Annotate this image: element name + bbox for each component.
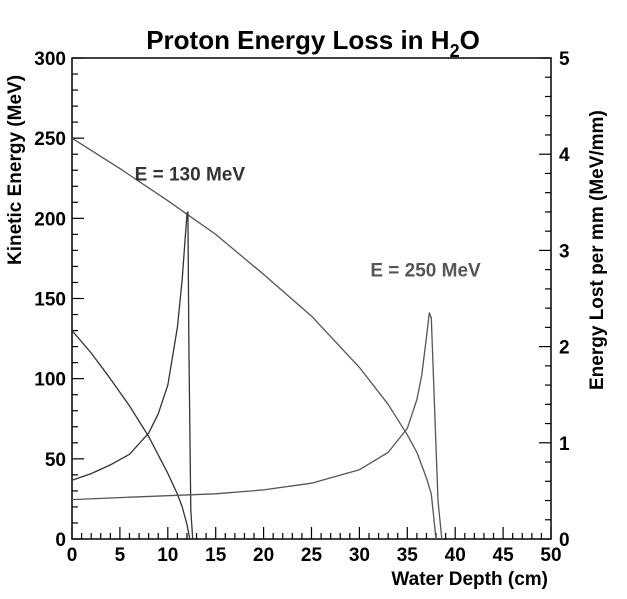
chart-title: Proton Energy Loss in H2O	[146, 25, 480, 61]
series-line-3	[71, 211, 194, 540]
y-right-tick-label: 2	[559, 338, 570, 359]
y-left-tick-label: 300	[34, 49, 66, 70]
annotation-2: E = 250 MeV	[370, 261, 481, 282]
y-right-axis-label: Energy Lost per mm (MeV/mm)	[587, 110, 608, 390]
series-line-4	[71, 312, 443, 540]
x-tick-label: 40	[445, 545, 466, 566]
x-tick-label: 20	[253, 545, 274, 566]
y-right-tick-label: 5	[559, 49, 570, 70]
x-tick-label: 0	[67, 545, 78, 566]
x-tick-label: 50	[540, 545, 561, 566]
series-line-1	[71, 330, 191, 540]
x-tick-label: 25	[301, 545, 323, 566]
y-right-tick-label: 1	[559, 434, 570, 455]
y-right-tick-label: 4	[559, 145, 570, 166]
x-tick-label: 5	[115, 545, 126, 566]
y-left-axis: 0 50 100 150 200 250 300	[34, 49, 84, 551]
x-tick-label: 10	[157, 545, 178, 566]
x-tick-label: 35	[397, 545, 419, 566]
y-left-tick-label: 0	[55, 530, 66, 551]
y-right-tick-label: 0	[559, 530, 570, 551]
y-left-tick-label: 100	[34, 370, 66, 391]
x-axis-label: Water Depth (cm)	[391, 569, 548, 590]
plot-frame	[71, 57, 552, 540]
y-left-tick-label: 200	[34, 209, 66, 230]
x-tick-label: 30	[349, 545, 370, 566]
series-layer	[71, 137, 443, 540]
y-left-tick-label: 50	[45, 450, 66, 471]
y-left-axis-label: Kinetic Energy (MeV)	[5, 75, 26, 265]
y-right-tick-label: 3	[559, 241, 570, 262]
annotation-1: E = 130 MeV	[135, 164, 246, 185]
series-line-2	[71, 137, 437, 540]
y-right-axis: 0 1 2 3 4 5	[539, 49, 570, 551]
y-left-tick-label: 250	[34, 129, 66, 150]
y-left-tick-label: 150	[34, 290, 66, 311]
x-axis: 0 5 10 15 20 25 30 35 40 45 50	[67, 527, 562, 566]
x-tick-label: 45	[493, 545, 515, 566]
annotation-layer: E = 130 MeV E = 250 MeV	[135, 164, 481, 281]
x-tick-label: 15	[205, 545, 227, 566]
